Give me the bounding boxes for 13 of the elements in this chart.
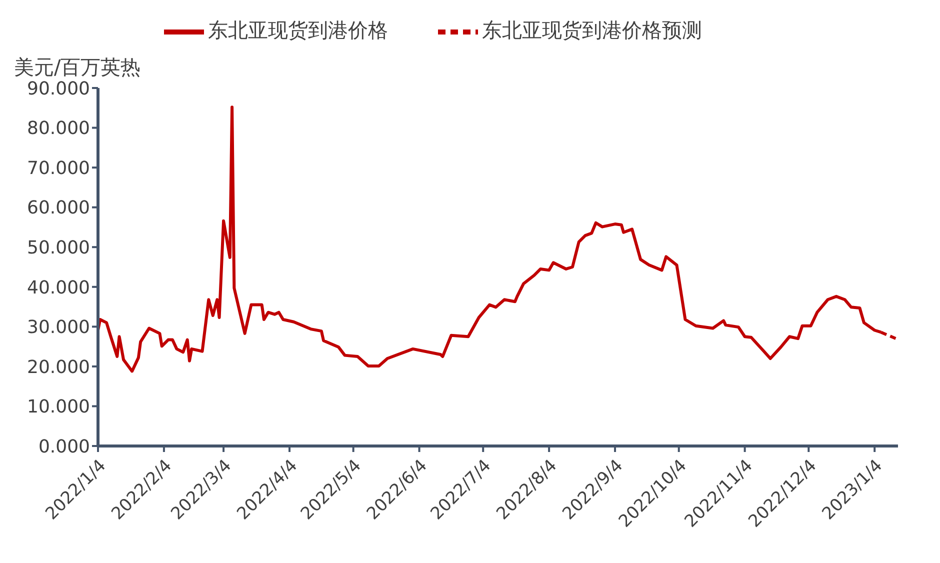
y-tick-label: 70.000 — [27, 158, 90, 179]
y-tick-label: 80.000 — [27, 118, 90, 140]
y-tick-label: 50.000 — [27, 238, 90, 258]
y-tick-label: 10.000 — [27, 396, 90, 418]
y-tick-label: 40.000 — [27, 277, 90, 298]
y-tick-label: 20.000 — [27, 356, 90, 378]
y-tick-label: 60.000 — [27, 198, 90, 219]
legend-label: 东北亚现货到港价格预测 — [482, 18, 702, 42]
y-tick-label: 0.000 — [38, 436, 90, 458]
legend-label: 东北亚现货到港价格 — [208, 18, 388, 42]
y-tick-label: 30.000 — [27, 317, 90, 338]
y-tick-label: 90.000 — [27, 78, 90, 100]
y-axis-title: 美元/百万英热 — [14, 54, 141, 81]
